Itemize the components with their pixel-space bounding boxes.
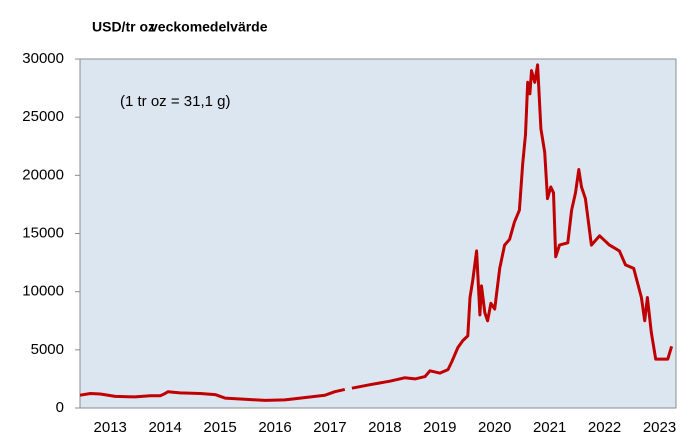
- plot-area: [79, 58, 677, 409]
- y-tick-label: 30000: [22, 50, 64, 67]
- x-tick-label: 2018: [368, 419, 401, 436]
- y-axis-label: USD/tr oz: [92, 19, 155, 35]
- x-tick-label: 2022: [588, 419, 621, 436]
- data-line: [79, 63, 674, 402]
- subtitle: veckomedelvärde: [150, 19, 268, 35]
- y-tick-label: 15000: [22, 224, 64, 241]
- x-tick-label: 2016: [258, 419, 291, 436]
- y-tick-label: 0: [56, 399, 64, 416]
- annotation: (1 tr oz = 31,1 g): [120, 93, 230, 110]
- y-tick-label: 5000: [31, 341, 64, 358]
- x-tick-label: 2020: [478, 419, 511, 436]
- y-tick-label: 20000: [22, 166, 64, 183]
- y-tick-label: 10000: [22, 283, 64, 300]
- y-tick-label: 25000: [22, 108, 64, 125]
- x-tick-label: 2023: [643, 419, 676, 436]
- x-tick-label: 2019: [423, 419, 456, 436]
- x-tick-label: 2021: [533, 419, 566, 436]
- x-tick-label: 2013: [94, 419, 127, 436]
- x-tick-label: 2014: [148, 419, 181, 436]
- x-tick-label: 2015: [203, 419, 236, 436]
- x-tick-label: 2017: [313, 419, 346, 436]
